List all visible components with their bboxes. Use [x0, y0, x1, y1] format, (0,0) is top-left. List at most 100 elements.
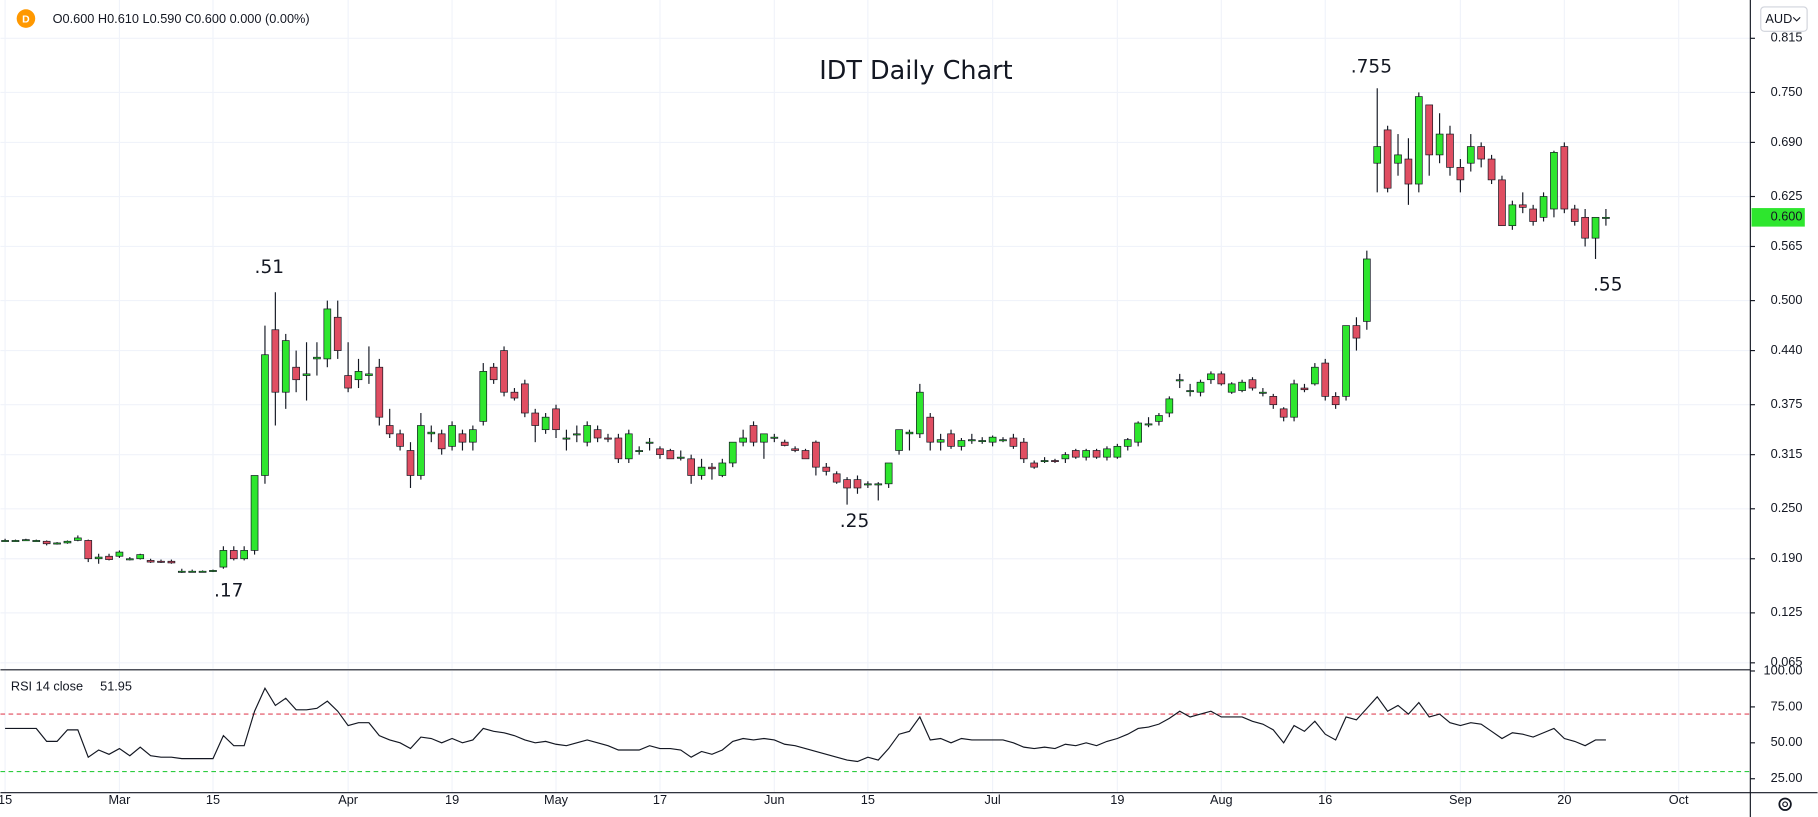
y-tick-label: 0.690 [1771, 134, 1803, 149]
candle-body [1456, 167, 1465, 181]
candle-body [739, 437, 747, 443]
symbol-icon[interactable] [16, 9, 36, 28]
candle-body [292, 366, 300, 381]
candle-body [1082, 450, 1090, 458]
y-tick-label: 50.00 [1771, 734, 1803, 749]
candle-body [884, 462, 893, 485]
x-tick-label: Aug [1210, 792, 1233, 807]
candle-body [749, 425, 758, 443]
candle-body [489, 366, 498, 381]
candle-body [614, 437, 623, 460]
candle-body [604, 437, 612, 440]
candle-body [967, 439, 976, 442]
candle-body [1, 540, 9, 542]
candle-body [874, 483, 883, 486]
x-tick-label: 17 [653, 792, 667, 807]
candle-body [1602, 216, 1610, 219]
x-tick-label: Jun [764, 792, 785, 807]
annotation: .17 [214, 581, 243, 602]
candle-body [271, 329, 280, 393]
y-tick-label: 25.00 [1771, 770, 1803, 785]
candle-body [437, 433, 446, 450]
settings-icon[interactable] [1778, 797, 1792, 811]
candle-body [791, 448, 799, 451]
candle-body [63, 540, 72, 544]
currency-chevron [1792, 16, 1801, 22]
candle-body [188, 570, 197, 573]
ohlc-legend: O0.600 H0.610 L0.590 C0.600 0.000 (0.00%… [53, 11, 310, 26]
candle-body [1539, 196, 1548, 218]
candle-body [666, 450, 675, 460]
candle-body [531, 412, 540, 426]
candle-body [1414, 96, 1423, 185]
candle-body [1518, 204, 1527, 208]
candle-body [1165, 398, 1174, 414]
candle-body [1529, 208, 1537, 222]
candle-body [1071, 450, 1080, 458]
candle-body [1550, 152, 1558, 210]
candle-body [718, 462, 727, 476]
candle-body [427, 431, 436, 435]
candle-body [354, 371, 363, 381]
candle-body [1290, 383, 1298, 418]
candle-body [1508, 204, 1517, 227]
candle-body [687, 458, 695, 476]
candle-body [261, 354, 269, 476]
candle-body [333, 316, 342, 351]
candle-body [1352, 325, 1361, 339]
candle-body [1019, 441, 1028, 460]
candle-body [198, 570, 207, 573]
candle-body [209, 570, 217, 572]
candle-body [84, 540, 93, 560]
candle-body [1196, 381, 1205, 393]
candle-body [469, 429, 477, 443]
candle-body [1331, 396, 1340, 406]
y-tick-label: 0.125 [1771, 604, 1803, 619]
candle-body [240, 550, 248, 560]
candle-body [1175, 379, 1184, 382]
candle-body [344, 375, 352, 389]
candle-body [552, 408, 560, 431]
candle-body [864, 483, 872, 486]
candle-body [635, 450, 644, 453]
candle-body [832, 473, 841, 483]
candle-body [1373, 146, 1382, 164]
candle-body [11, 540, 20, 542]
candle-body [780, 441, 789, 446]
y-tick-label: 0.190 [1771, 550, 1803, 565]
candle-body [521, 383, 529, 414]
candle-body [1363, 258, 1371, 322]
y-tick-label: 100.00 [1764, 662, 1803, 677]
currency-button[interactable] [1760, 6, 1808, 32]
candle-body [250, 475, 259, 551]
candle-body [1061, 454, 1070, 460]
y-tick-label: 0.375 [1771, 396, 1803, 411]
candle-body [115, 551, 124, 557]
symbol-icon-text: D [22, 14, 30, 25]
y-tick-label: 0.500 [1771, 292, 1803, 307]
y-tick-label: 0.065 [1771, 654, 1803, 669]
candle-body [624, 433, 633, 460]
candle-body [1591, 216, 1600, 239]
y-tick-label: 0.250 [1771, 500, 1803, 515]
y-tick-label: 0.315 [1771, 446, 1803, 461]
candle-body [708, 466, 716, 470]
gear [1778, 797, 1792, 811]
candle-body [843, 479, 851, 489]
candle-body [1342, 325, 1350, 397]
x-tick-label: 19 [1110, 792, 1124, 807]
annotation: .51 [255, 257, 284, 278]
candle-body [676, 456, 685, 459]
candle-body [177, 570, 186, 573]
candle-body [1425, 104, 1434, 156]
candle-body [302, 373, 311, 376]
x-tick-label: Sep [1449, 792, 1472, 807]
candle-body [396, 433, 404, 447]
candle-body [406, 450, 415, 476]
candle-body [936, 439, 945, 443]
chart-title: IDT Daily Chart [819, 56, 1012, 86]
x-tick-label: Jul [984, 792, 1000, 807]
candle-body [1040, 460, 1049, 462]
candle-body [1207, 373, 1215, 381]
candle-body [895, 429, 903, 451]
